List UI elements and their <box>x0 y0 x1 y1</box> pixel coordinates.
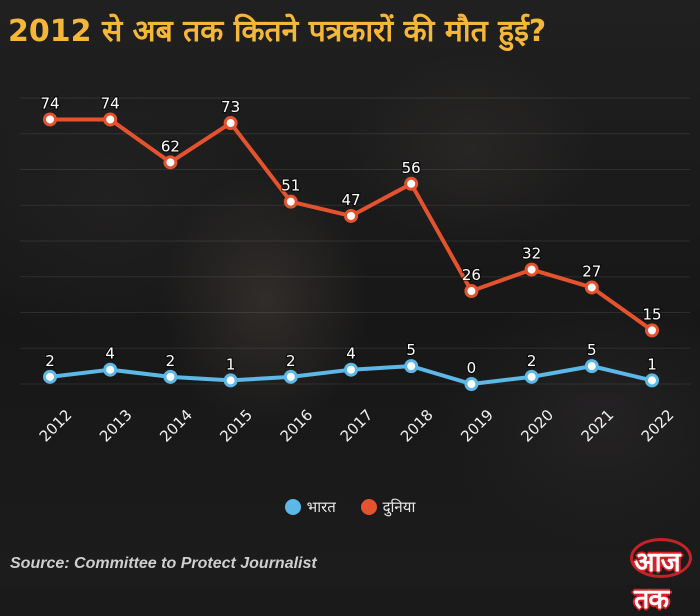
series-line-world <box>50 117 654 333</box>
aajtak-logo: आज तक <box>630 538 696 615</box>
data-point <box>103 112 118 127</box>
x-tick-label: 2019 <box>457 406 497 446</box>
data-label: 2 <box>166 352 176 370</box>
legend-item-world: दुनिया <box>360 497 416 517</box>
data-label: 1 <box>226 355 236 373</box>
legend: भारत दुनिया <box>0 497 700 517</box>
logo-text: आज तक <box>634 547 681 615</box>
x-tick-label: 2022 <box>638 406 678 446</box>
data-point <box>344 208 358 223</box>
data-label: 5 <box>406 341 416 359</box>
data-label: 74 <box>40 94 59 112</box>
data-label: 0 <box>467 359 477 377</box>
background-photo <box>0 0 700 585</box>
legend-label-world: दुनिया <box>382 498 416 516</box>
data-point <box>404 176 419 191</box>
data-point <box>163 369 178 384</box>
x-tick-label: 2020 <box>517 406 557 446</box>
x-tick-label: 2021 <box>578 406 618 446</box>
data-label: 47 <box>341 191 360 209</box>
logo-ring <box>630 538 692 578</box>
data-point <box>344 362 358 377</box>
data-point <box>103 362 118 377</box>
data-point <box>223 116 238 131</box>
data-point <box>283 369 298 384</box>
data-label: 27 <box>582 262 601 280</box>
data-point <box>464 377 479 391</box>
data-point <box>464 284 479 299</box>
data-point <box>584 359 599 374</box>
data-point <box>223 373 238 388</box>
data-label: 26 <box>462 266 481 284</box>
x-tick-label: 2017 <box>337 406 377 446</box>
x-tick-label: 2012 <box>36 406 76 446</box>
data-label: 15 <box>642 305 661 323</box>
x-tick-label: 2018 <box>397 406 437 446</box>
data-point <box>645 373 659 388</box>
line-chart: 2012 2013 2014 2015 2016 2017 2018 2019 2020 2021… <box>20 93 690 446</box>
legend-label-india: भारत <box>306 498 336 516</box>
data-point <box>283 194 298 209</box>
data-label: 5 <box>587 341 597 359</box>
data-point <box>524 262 539 277</box>
data-label: 4 <box>346 345 356 363</box>
data-point <box>584 280 599 295</box>
source-note: Source: Committee to Protect Journalist <box>10 555 317 572</box>
legend-item-india: भारत <box>284 497 336 517</box>
x-tick-label: 2014 <box>156 406 196 446</box>
x-tick-label: 2015 <box>216 406 256 446</box>
data-label: 1 <box>647 355 657 373</box>
data-label: 2 <box>45 352 55 370</box>
legend-swatch-india <box>284 499 301 515</box>
data-label: 2 <box>286 352 296 370</box>
data-point <box>645 323 659 338</box>
legend-swatch-world <box>360 499 377 515</box>
data-label: 4 <box>105 345 115 363</box>
data-label: 62 <box>161 137 180 155</box>
data-point <box>43 369 57 384</box>
data-label: 74 <box>101 94 120 112</box>
data-point <box>43 112 57 127</box>
chart-title: 2012 से अब तक कितने पत्रकारों की मौत हुई… <box>8 14 547 49</box>
x-tick-label: 2016 <box>277 406 317 446</box>
data-point <box>404 359 419 374</box>
data-label: 73 <box>221 98 240 116</box>
data-label: 56 <box>402 159 421 177</box>
data-label: 51 <box>281 177 300 195</box>
data-label: 2 <box>527 352 537 370</box>
data-point <box>163 155 178 170</box>
data-label: 32 <box>522 245 541 263</box>
x-tick-label: 2013 <box>96 406 136 446</box>
data-point <box>524 369 539 384</box>
